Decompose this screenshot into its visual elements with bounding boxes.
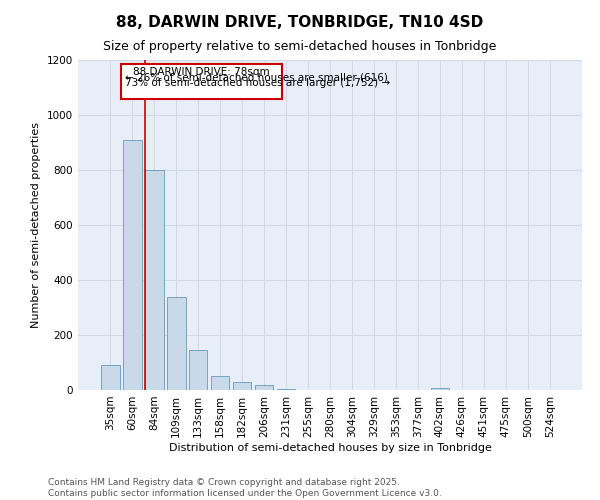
Text: Contains HM Land Registry data © Crown copyright and database right 2025.
Contai: Contains HM Land Registry data © Crown c…: [48, 478, 442, 498]
Bar: [189, 350, 208, 390]
Bar: [167, 296, 185, 390]
Bar: [123, 140, 142, 390]
Text: 88 DARWIN DRIVE: 78sqm: 88 DARWIN DRIVE: 78sqm: [133, 67, 270, 77]
Bar: [431, 388, 449, 390]
Bar: [277, 388, 295, 390]
Text: ← 26% of semi-detached houses are smaller (616): ← 26% of semi-detached houses are smalle…: [125, 73, 388, 83]
X-axis label: Distribution of semi-detached houses by size in Tonbridge: Distribution of semi-detached houses by …: [169, 442, 491, 452]
Bar: [145, 170, 164, 390]
Y-axis label: Number of semi-detached properties: Number of semi-detached properties: [31, 122, 41, 328]
Bar: [255, 384, 274, 390]
Bar: [101, 365, 119, 390]
Text: 73% of semi-detached houses are larger (1,752) →: 73% of semi-detached houses are larger (…: [125, 78, 389, 88]
Bar: [211, 376, 229, 390]
FancyBboxPatch shape: [121, 64, 281, 98]
Text: Size of property relative to semi-detached houses in Tonbridge: Size of property relative to semi-detach…: [103, 40, 497, 53]
Text: 88, DARWIN DRIVE, TONBRIDGE, TN10 4SD: 88, DARWIN DRIVE, TONBRIDGE, TN10 4SD: [116, 15, 484, 30]
Bar: [233, 382, 251, 390]
